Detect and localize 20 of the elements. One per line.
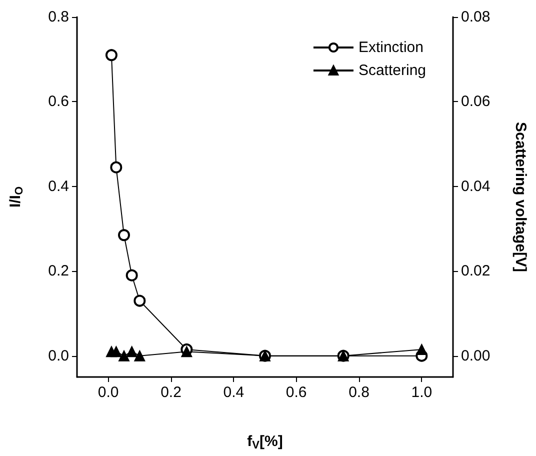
y-tick-label: 0.8 (48, 8, 69, 26)
x-tick-label: 0.4 (223, 384, 244, 401)
y-axis-title: I/IO (7, 186, 26, 208)
y2-tick-label: 0.08 (461, 8, 490, 26)
y-tick-label: 0.4 (48, 178, 69, 195)
legend-label: Extinction (358, 39, 424, 56)
y2-tick-label: 0.00 (461, 347, 490, 364)
y-tick-label: 0.0 (48, 347, 69, 364)
y-tick-label: 0.6 (48, 93, 69, 110)
y-tick-label: 0.2 (48, 262, 69, 280)
legend-label: Scattering (358, 62, 426, 79)
x-tick-label: 0.6 (286, 384, 307, 401)
x-tick-label: 0.0 (98, 384, 119, 401)
y2-tick-label: 0.06 (461, 93, 490, 110)
y2-tick-label: 0.02 (461, 262, 490, 280)
x-tick-label: 0.8 (348, 384, 370, 401)
y2-tick-label: 0.04 (461, 178, 490, 195)
x-tick-label: 0.2 (160, 384, 182, 401)
x-tick-label: 1.0 (411, 384, 432, 401)
y2-axis-title: Scattering voltage[V] (512, 122, 529, 272)
